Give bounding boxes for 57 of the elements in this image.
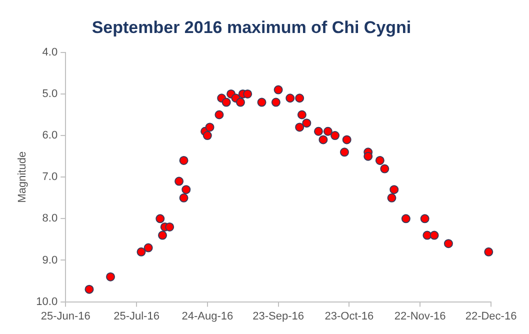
- point: [444, 239, 453, 248]
- point: [222, 98, 231, 107]
- point: [420, 214, 430, 224]
- x-tick-label: 25-Jun-16: [40, 310, 90, 322]
- point: [430, 230, 439, 240]
- y-tick-label: 6.0: [42, 130, 58, 142]
- y-tick-label: 9.0: [42, 254, 58, 266]
- point: [205, 122, 214, 132]
- point: [214, 110, 224, 120]
- y-tick-label: 4.0: [42, 46, 58, 58]
- y-axis-title: Magnitude: [16, 151, 29, 203]
- point: [158, 230, 168, 240]
- chart-title: September 2016 maximum of Chi Cygni: [92, 18, 412, 37]
- y-tick-label: 10.0: [36, 296, 58, 308]
- x-tick-label: 22-Dec-16: [465, 310, 517, 322]
- y-tick-label: 8.0: [42, 212, 58, 225]
- point: [302, 118, 312, 128]
- point: [156, 214, 165, 224]
- point: [136, 247, 146, 256]
- point: [375, 156, 384, 165]
- point: [286, 94, 295, 103]
- x-tick-label: 25-Jul-16: [114, 310, 160, 322]
- point: [84, 284, 94, 294]
- point: [165, 222, 174, 232]
- point: [401, 214, 410, 224]
- point: [340, 148, 349, 157]
- point: [257, 98, 266, 107]
- point: [318, 135, 328, 144]
- point: [314, 126, 323, 136]
- point: [295, 122, 304, 132]
- point: [179, 193, 188, 202]
- point: [390, 185, 399, 194]
- point: [106, 272, 116, 282]
- point: [174, 176, 184, 186]
- x-tick-label: 23-Sep-16: [252, 310, 304, 322]
- point: [387, 193, 396, 202]
- point: [182, 185, 191, 194]
- point: [484, 247, 494, 256]
- point: [297, 110, 306, 120]
- x-tick-label: 23-Oct-16: [324, 310, 374, 322]
- point: [179, 156, 188, 165]
- x-tick-label: 24-Aug-16: [182, 310, 234, 322]
- point: [144, 243, 153, 252]
- point: [342, 135, 352, 144]
- point: [295, 94, 304, 103]
- point: [202, 131, 212, 140]
- point: [330, 131, 340, 140]
- point: [364, 152, 373, 161]
- y-tick-label: 5.0: [42, 88, 58, 100]
- point: [274, 85, 283, 94]
- point: [243, 89, 252, 98]
- point: [271, 98, 280, 107]
- point: [323, 126, 332, 136]
- point: [236, 98, 245, 107]
- x-tick-label: 22-Nov-16: [394, 310, 446, 322]
- point: [380, 164, 390, 174]
- y-tick-label: 7.0: [42, 171, 58, 184]
